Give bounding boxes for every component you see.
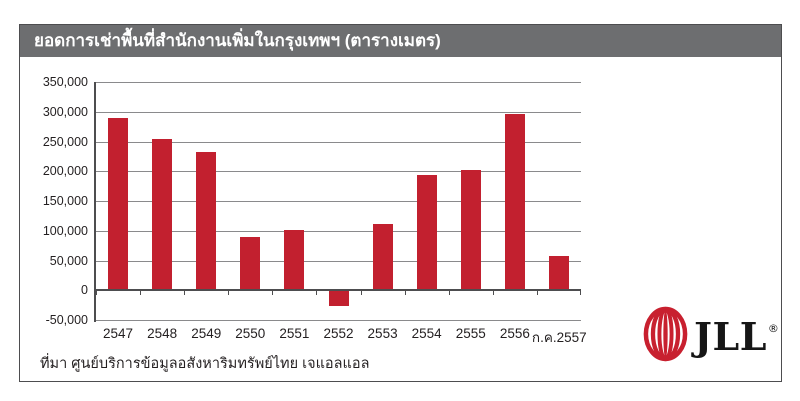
y-axis-tick-label: 150,000	[42, 194, 88, 208]
jll-logo-text: JLL®	[694, 313, 780, 359]
x-axis-tick-mark	[316, 291, 318, 296]
x-axis-tick-label: 2554	[411, 326, 442, 341]
y-axis-tick-label: -50,000	[45, 313, 88, 327]
x-axis-tick-label: 2549	[191, 326, 222, 341]
y-axis-tick-label: 250,000	[42, 134, 88, 149]
y-axis-tick-label: 0	[81, 283, 88, 298]
x-axis-tick-mark	[96, 291, 97, 296]
y-axis-line	[94, 82, 96, 322]
chart-title: ยอดการเช่าพื้นที่สำนักงานเพิ่มในกรุงเทพฯ…	[20, 25, 781, 57]
x-axis-tick-label: ก.ค.2557	[531, 330, 587, 345]
bar-2548	[152, 139, 173, 291]
bar-2550	[240, 237, 261, 291]
x-axis-tick-label: 2551	[279, 326, 310, 341]
x-axis-tick-label: 2553	[367, 326, 398, 341]
x-axis-tick-mark	[184, 291, 186, 296]
bar-ก.ค.2557	[548, 255, 569, 291]
gridline	[96, 111, 581, 113]
x-axis-tick-mark	[448, 291, 450, 296]
bar-2551	[284, 230, 305, 291]
registered-trademark-icon: ®	[767, 321, 780, 335]
gridline	[96, 141, 581, 143]
gridline	[96, 230, 581, 232]
report-chart-panel: ยอดการเช่าพื้นที่สำนักงานเพิ่มในกรุงเทพฯ…	[19, 24, 782, 382]
gridline	[96, 260, 581, 262]
jll-logo: JLL®	[642, 306, 780, 367]
x-axis-tick-label: 2548	[147, 326, 178, 341]
x-axis-tick-label: 2550	[235, 326, 266, 341]
gridline	[96, 171, 581, 173]
x-axis-tick-mark	[492, 291, 494, 296]
source-note: ที่มา ศูนย์บริการข้อมูลอสังหาริมทรัพย์ไท…	[40, 356, 370, 372]
x-axis-tick-mark	[580, 291, 581, 296]
x-axis-tick-mark	[140, 291, 142, 296]
x-axis-tick-mark	[536, 291, 538, 296]
x-axis-tick-label: 2555	[455, 326, 486, 341]
y-axis-tick-label: 100,000	[42, 223, 88, 238]
y-axis-tick-label: 50,000	[49, 253, 88, 268]
y-axis-tick-label: 300,000	[42, 104, 88, 119]
y-axis-tick-label: 350,000	[42, 75, 88, 89]
bar-2549	[196, 152, 217, 291]
x-axis-tick-mark	[360, 291, 362, 296]
y-axis-tick-label: 200,000	[42, 164, 88, 179]
plot-area: 350,000 300,000 250,000 200,000 150,000 100,0…	[43, 75, 587, 345]
jll-globe-icon	[642, 306, 689, 367]
bar-2547	[108, 117, 129, 291]
x-axis-zero-line	[96, 289, 581, 292]
x-axis-tick-label: 2552	[323, 326, 354, 341]
x-axis-tick-label: 2556	[499, 326, 530, 341]
bar-2553	[372, 223, 393, 291]
bar-2552	[328, 290, 349, 307]
bar-2554	[416, 175, 437, 291]
gridline	[96, 201, 581, 202]
x-axis-tick-mark	[228, 291, 230, 296]
x-axis-tick-label: 2547	[103, 326, 134, 341]
gridline	[96, 82, 581, 83]
bar-2555	[460, 170, 481, 291]
gridline	[96, 320, 581, 321]
x-axis-tick-mark	[404, 291, 406, 296]
bar-2556	[504, 114, 525, 291]
x-axis-tick-mark	[272, 291, 274, 296]
